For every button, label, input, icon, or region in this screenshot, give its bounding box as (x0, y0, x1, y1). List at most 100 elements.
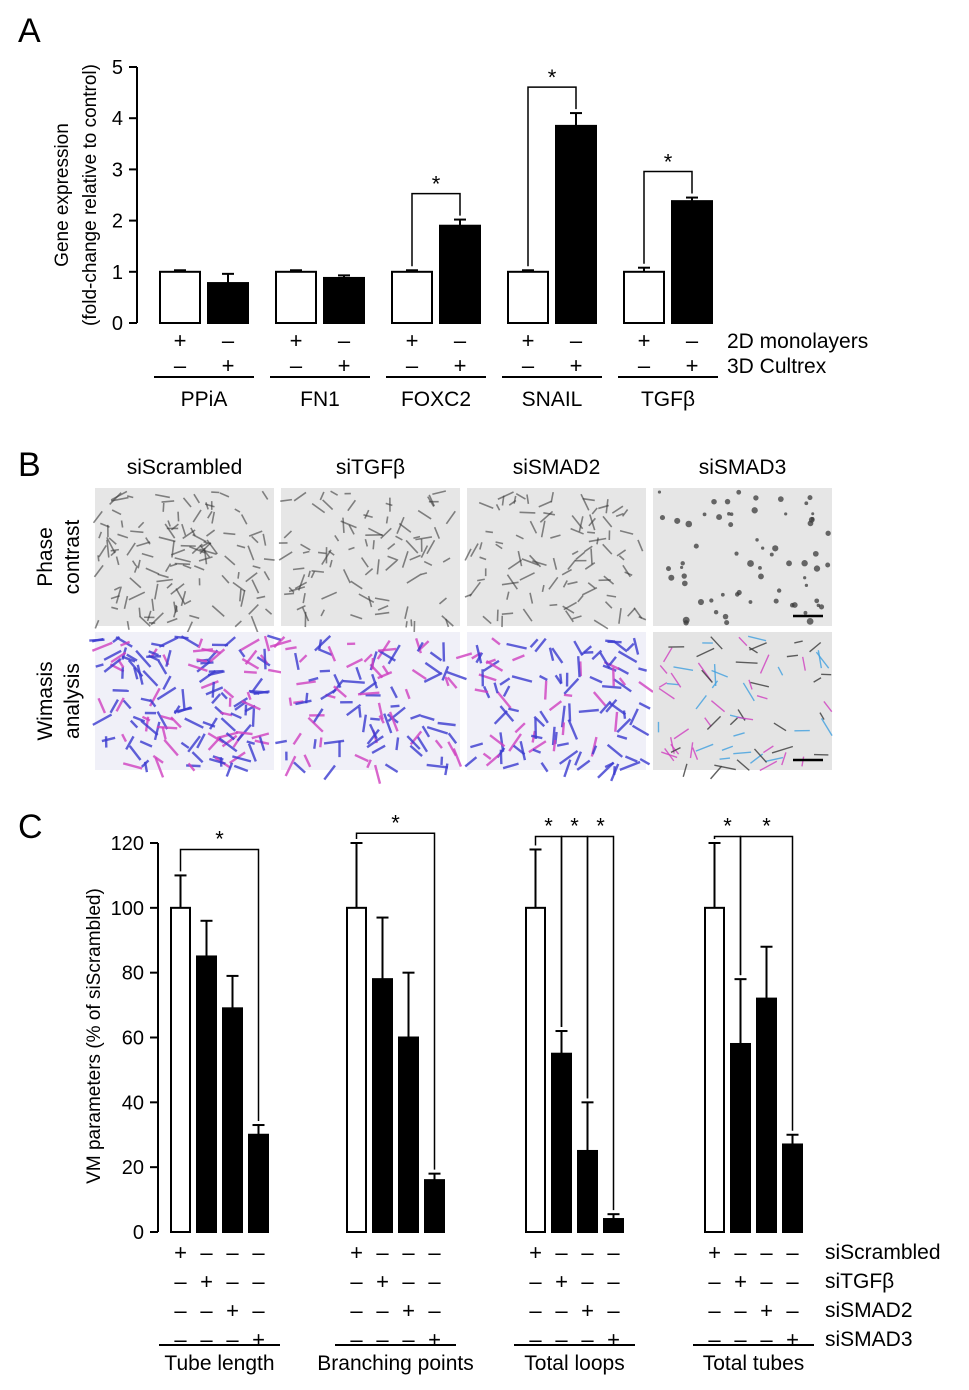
wimasis-segment (711, 669, 728, 678)
wimasis-segment (121, 733, 128, 743)
wimasis-segment (737, 716, 754, 721)
wimasis-segment (220, 717, 237, 732)
phase-contrast-cell (683, 620, 689, 626)
phase-contrast-cell (581, 586, 598, 596)
wimasis-segment (187, 735, 201, 753)
phase-contrast-cell (166, 617, 178, 624)
wimasis-analysis-image (269, 632, 467, 785)
chart-a-condition-mark: – (406, 353, 419, 378)
chart-a-group-label: FN1 (300, 388, 340, 411)
wimasis-segment (638, 667, 647, 672)
phase-contrast-cell (111, 606, 119, 610)
phase-contrast-cell (221, 574, 230, 584)
phase-contrast-cell (164, 523, 176, 539)
wimasis-segment (180, 741, 190, 749)
wimasis-segment (426, 763, 449, 769)
phase-contrast-cell (110, 550, 117, 557)
phase-contrast-cell (193, 565, 205, 571)
wimasis-segment (366, 735, 384, 749)
phase-contrast-cell (814, 598, 820, 604)
phase-contrast-cell (478, 501, 494, 509)
phase-contrast-cell (519, 572, 535, 581)
wimasis-segment (368, 723, 378, 740)
phase-contrast-cell (113, 586, 121, 591)
wimasis-segment (126, 653, 138, 662)
wimasis-segment (447, 741, 457, 757)
phase-contrast-cell (376, 559, 380, 575)
phase-contrast-cell (578, 516, 584, 532)
phase-contrast-cell (619, 529, 634, 535)
phase-contrast-cell (263, 571, 271, 581)
phase-contrast-cell (428, 494, 435, 507)
phase-contrast-cell (427, 496, 435, 507)
phase-contrast-cell (350, 580, 363, 590)
wimasis-segment (638, 702, 651, 710)
phase-contrast-cell (803, 610, 808, 615)
wimasis-segment (230, 712, 242, 720)
chart-a-condition-mark: – (522, 353, 535, 378)
phase-contrast-image (92, 488, 275, 637)
phase-contrast-cell (364, 539, 369, 547)
wimasis-segment (142, 669, 159, 687)
chart-a-condition-mark: – (174, 353, 187, 378)
chart-a-ytick-label: 3 (112, 159, 123, 181)
panel-b-column-label: siSMAD2 (513, 456, 601, 479)
chart-c-condition-mark: – (708, 1327, 721, 1352)
phase-contrast-cell (204, 503, 215, 508)
phase-contrast-cell (753, 495, 759, 501)
chart-c-condition-mark: – (607, 1298, 620, 1323)
chart-a-condition-mark: + (174, 328, 187, 353)
phase-contrast-cell (540, 520, 546, 538)
chart-c-significance-star: * (570, 814, 579, 839)
wimasis-segment (103, 657, 122, 673)
phase-contrast-cell (169, 563, 178, 568)
wimasis-segment (447, 732, 458, 745)
wimasis-segment (719, 757, 731, 760)
phase-contrast-image (278, 488, 460, 637)
phase-contrast-cell (387, 542, 396, 550)
wimasis-segment (538, 674, 548, 682)
wimasis-segment (298, 654, 308, 663)
wimasis-segment (455, 652, 473, 660)
phase-contrast-cell (158, 536, 176, 543)
chart-c-condition-mark: – (555, 1298, 568, 1323)
phase-contrast-cell (106, 539, 110, 558)
chart-a-condition-mark: – (686, 328, 699, 353)
wimasis-segment (377, 702, 384, 720)
phase-contrast-cell (618, 555, 625, 561)
wimasis-segment (756, 694, 768, 700)
chart-c-condition-mark: – (174, 1269, 187, 1294)
wimasis-segment (307, 716, 324, 733)
wimasis-segment (470, 742, 484, 749)
wimasis-segment (735, 661, 758, 664)
chart-c-significance-bracket (739, 835, 794, 1131)
wimasis-segment (162, 675, 172, 690)
chart-c-condition-mark: – (760, 1240, 773, 1265)
phase-contrast-cell (519, 511, 536, 514)
chart-c-bar (398, 1036, 419, 1233)
chart-a-condition-mark: + (686, 353, 699, 378)
wimasis-segment (577, 656, 581, 678)
phase-contrast-cell (517, 550, 523, 567)
wimasis-segment (248, 689, 269, 694)
chart-c-condition-mark: + (734, 1269, 747, 1294)
chart-c-ytick-label: 80 (122, 963, 144, 985)
panel-b-column-label: siTGFβ (336, 456, 405, 479)
wimasis-segment (327, 645, 337, 662)
phase-contrast-cell (174, 562, 191, 566)
wimasis-segment (160, 714, 174, 721)
chart-a-condition-mark: – (222, 328, 235, 353)
chart-c-condition-mark: + (708, 1240, 721, 1265)
chart-c-condition-mark: – (607, 1269, 620, 1294)
phase-contrast-cell (808, 516, 815, 523)
chart-c-condition-mark: – (200, 1327, 213, 1352)
chart-c-bar (551, 1052, 572, 1234)
wimasis-segment (384, 763, 399, 774)
wimasis-segment (416, 641, 424, 652)
phase-contrast-cell (321, 591, 338, 600)
wimasis-segment (343, 679, 365, 684)
phase-contrast-cell (199, 548, 217, 555)
wimasis-segment (92, 713, 113, 726)
wimasis-segment (378, 649, 396, 662)
